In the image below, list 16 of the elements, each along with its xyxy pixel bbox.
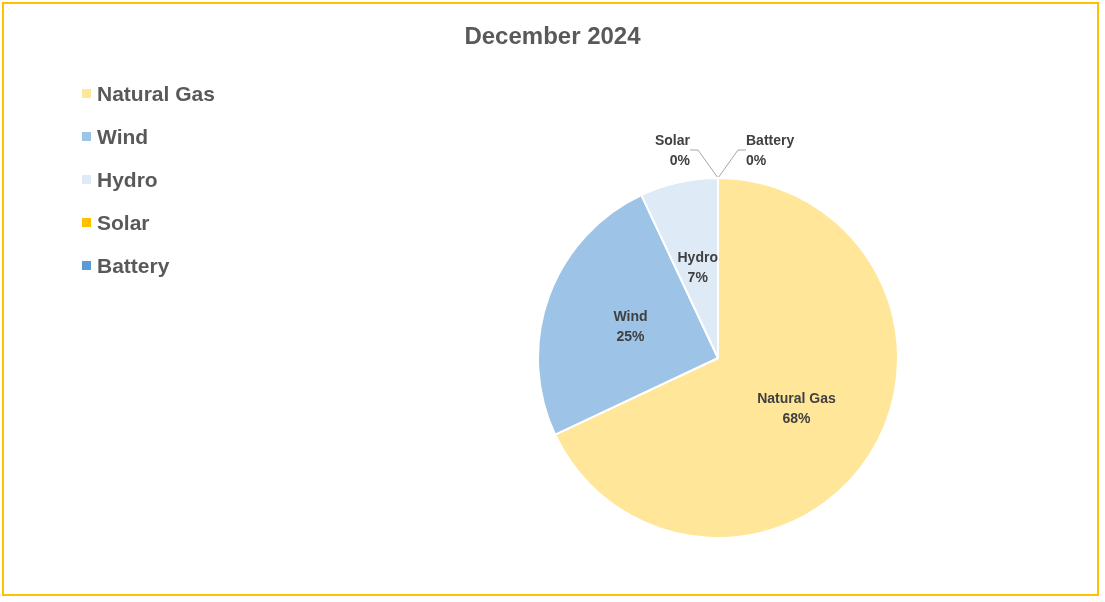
legend-label: Solar	[97, 211, 150, 234]
slice-label: Wind	[613, 308, 648, 325]
text: 0%	[669, 152, 690, 168]
category-label: Battery	[746, 132, 795, 148]
legend-label: Wind	[97, 125, 149, 148]
legend-label: Natural Gas	[97, 82, 215, 105]
slice-label: Hydro	[677, 249, 718, 266]
legend-label: Battery	[97, 254, 170, 277]
legend-label: Hydro	[97, 168, 158, 191]
data-label: 7%	[687, 269, 709, 286]
category-label: Solar	[654, 132, 690, 148]
text: 0%	[746, 152, 767, 168]
slice-label: Natural Gas	[757, 389, 837, 406]
data-label: 68%	[782, 409, 812, 426]
chart-title: December 2024	[464, 21, 642, 49]
data-label: 25%	[616, 328, 646, 345]
